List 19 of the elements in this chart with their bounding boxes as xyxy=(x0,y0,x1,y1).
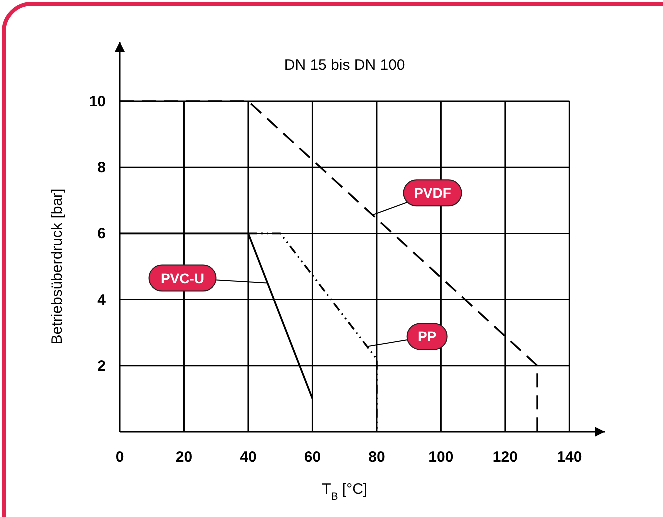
x-tick-label: 40 xyxy=(240,449,257,466)
y-axis-title: Betriebsüberdruck [bar] xyxy=(49,188,66,345)
text: DN 15 bis DN 100 xyxy=(284,57,406,74)
x-tick-label: 20 xyxy=(176,449,193,466)
y-tick-label: 8 xyxy=(98,160,106,177)
text: PP xyxy=(418,328,437,345)
text: PVDF xyxy=(414,185,452,202)
text: PVC-U xyxy=(160,270,205,286)
x-tick-label: 120 xyxy=(492,449,518,466)
x-tick-label: 100 xyxy=(428,449,454,466)
y-tick-label: 10 xyxy=(89,93,106,110)
y-tick-label: 2 xyxy=(98,358,106,375)
x-tick-label: 140 xyxy=(557,449,582,466)
x-tick-label: 0 xyxy=(116,449,124,466)
y-tick-label: 6 xyxy=(98,226,106,243)
x-tick-label: 60 xyxy=(304,449,322,466)
y-tick-label: 4 xyxy=(98,292,107,309)
x-axis-title: T$_{B}$ [°C] xyxy=(322,481,368,503)
x-tick-label: 80 xyxy=(368,449,386,466)
